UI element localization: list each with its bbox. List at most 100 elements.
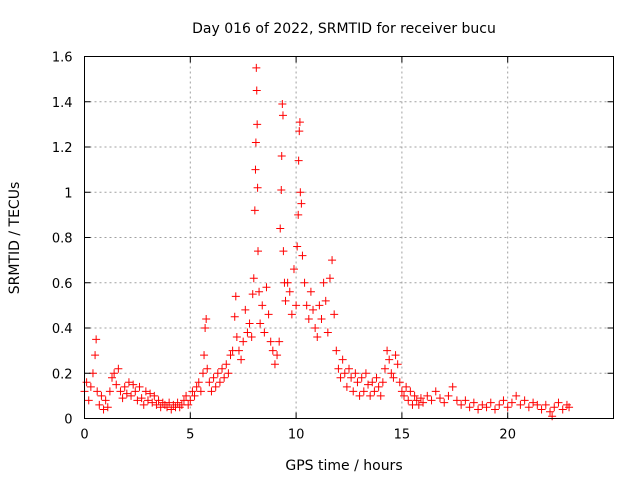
x-axis-label: GPS time / hours [285,458,402,474]
data-point [118,394,127,403]
data-point [188,387,197,396]
data-point [391,351,400,360]
data-point [520,396,529,405]
data-point [95,400,104,409]
data-point [237,355,246,364]
data-point [404,396,413,405]
data-point [243,328,252,337]
data-point [565,403,574,412]
y-tick-label: 0.8 [52,232,73,247]
data-point [146,389,155,398]
data-point [474,405,483,414]
data-point [251,165,260,174]
y-tick-label: 0.2 [52,367,73,382]
data-point [461,396,470,405]
data-point [325,274,334,283]
data-point [200,351,209,360]
data-point [273,351,282,360]
data-point [287,310,296,319]
data-point [182,391,191,400]
data-point [207,387,216,396]
data-point [256,319,265,328]
x-tick-label: 5 [186,428,194,443]
y-tick-label: 1 [64,186,72,201]
data-point [270,360,279,369]
x-tick-label: 15 [394,428,411,443]
data-point [541,400,550,409]
data-point [387,369,396,378]
data-point [251,138,260,147]
data-point [380,364,389,373]
data-point [92,335,101,344]
data-point [196,387,205,396]
data-point [423,391,432,400]
data-point [131,387,140,396]
data-point [202,314,211,323]
data-point [277,152,286,161]
data-point [184,400,193,409]
data-point [277,185,286,194]
data-point [175,403,184,412]
data-point [546,407,555,416]
data-point [86,382,95,391]
data-point [247,333,256,342]
data-point [281,296,290,305]
y-tick-label: 1.6 [52,51,73,66]
data-point [495,400,504,409]
data-point [562,400,571,409]
data-point [427,396,436,405]
x-tick-labels: 0 5 10 15 20 [80,428,516,443]
data-point [127,391,136,400]
data-point [103,403,112,412]
data-point [124,378,133,387]
data-point [304,314,313,323]
data-point [309,305,318,314]
data-point [554,398,563,407]
data-point [137,394,146,403]
data-point [507,398,516,407]
data-point [120,382,129,391]
data-point [294,156,303,165]
data-point [264,310,273,319]
data-point [253,183,262,192]
data-point [260,328,269,337]
data-point [353,378,362,387]
data-point [163,403,172,412]
data-point [537,405,546,414]
data-point [330,310,339,319]
data-point [213,369,222,378]
data-point [376,391,385,400]
data-point [139,400,148,409]
data-point [114,364,123,373]
data-point [232,333,241,342]
data-point [306,287,315,296]
data-point [293,242,302,251]
data-point [231,292,240,301]
data-point [283,278,292,287]
data-point [201,324,210,332]
data-point [93,387,102,396]
data-point [332,346,341,355]
data-point [224,369,233,378]
data-point [205,378,214,387]
data-point [393,360,402,369]
data-point [203,364,212,373]
data-point [548,412,557,421]
data-point [469,398,478,407]
data-point [192,382,201,391]
x-tick-label: 20 [499,428,516,443]
data-point [249,274,258,283]
data-point [241,305,250,314]
data-point [278,100,287,109]
data-point [190,391,199,400]
data-point [226,351,235,360]
data-point [160,400,169,409]
data-point [222,360,231,369]
data-point [478,400,487,409]
data-point [533,400,542,409]
data-point [82,378,91,387]
data-point [406,387,415,396]
chart-title: Day 016 of 2022, SRMTID for receiver buc… [192,21,496,37]
data-point [529,398,538,407]
